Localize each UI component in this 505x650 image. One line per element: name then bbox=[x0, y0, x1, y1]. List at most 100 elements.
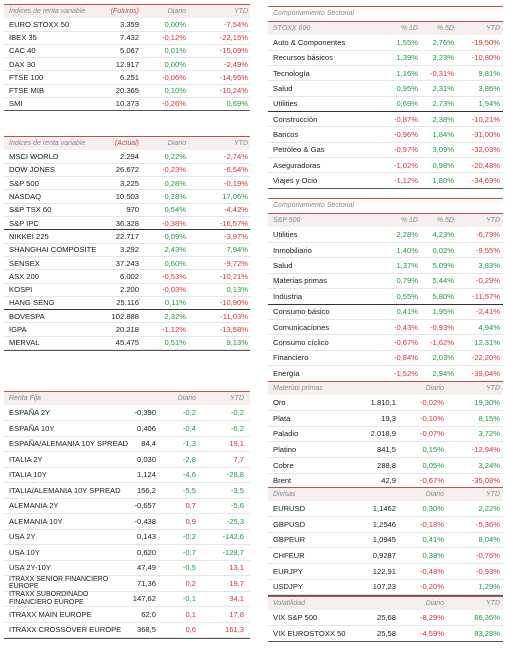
row-value: 47,49 bbox=[136, 563, 156, 573]
row-value: -4,59% bbox=[419, 628, 444, 638]
table-header: Índices de renta variable (Actual) Diario Y… bbox=[4, 136, 250, 150]
table: Divisas Diario YTD EURUSD 1,1462 0,30% 2,22% GB… bbox=[268, 487, 503, 596]
row-label: Consumo básico bbox=[273, 307, 330, 317]
row-value: 37.243 bbox=[115, 258, 139, 268]
row-value: 2,94% bbox=[432, 368, 454, 378]
table-header: STOXX 600 % 1D % 5D YTD bbox=[268, 21, 503, 35]
row-value: -0,2 bbox=[182, 408, 196, 418]
header-cell: YTD bbox=[486, 600, 500, 607]
row-value: -16,57% bbox=[219, 218, 248, 228]
table-row: ITRAXX SUBORDINADO FINANCIERO EUROPE 147,… bbox=[4, 591, 250, 607]
row-line bbox=[4, 606, 250, 607]
row-value: 2,43% bbox=[164, 245, 186, 255]
section-title: Comportamiento Sectorial bbox=[268, 6, 503, 20]
table-row: SHANGHAI COMPOSITE 3.292 2,43% 7,94% bbox=[4, 243, 250, 256]
header-cell: Divisas bbox=[273, 491, 296, 498]
row-label: Consumo cíclico bbox=[273, 337, 329, 347]
row-label: USA 10Y bbox=[9, 547, 40, 557]
table-header: Índices de renta variable (Futuros) Diario… bbox=[4, 4, 250, 18]
row-label: Salud bbox=[273, 260, 293, 270]
row-value: 84,4 bbox=[141, 439, 156, 449]
row-label: BOVESPA bbox=[9, 311, 45, 321]
row-value: -22,20% bbox=[471, 353, 500, 363]
row-value: -0,03% bbox=[161, 285, 186, 295]
row-label: KOSPI bbox=[9, 285, 33, 295]
table-row: ITALIA 10Y 1,124 -4,6 -28,8 bbox=[4, 467, 250, 483]
row-value: 1,16% bbox=[396, 68, 418, 78]
table-row: CAC 40 5.067 0,01% -15,09% bbox=[4, 44, 250, 57]
row-value: -3,97% bbox=[223, 231, 248, 241]
row-value: -12,94% bbox=[471, 445, 500, 455]
row-value: 22.717 bbox=[115, 231, 139, 241]
row-value: 0,00% bbox=[164, 59, 186, 69]
row-value: 2,38% bbox=[432, 114, 454, 124]
table: Índices de renta variable (Actual) Diario Y… bbox=[4, 136, 250, 351]
table-row: FTSE MIB 20.365 0,10% -10,24% bbox=[4, 84, 250, 97]
row-value: -10,24% bbox=[219, 86, 248, 96]
row-line bbox=[268, 241, 503, 243]
header-cell: % 5D bbox=[436, 25, 454, 32]
row-value: -0,10% bbox=[419, 413, 444, 423]
row-value: 2,32% bbox=[164, 311, 186, 321]
table-header: Renta Fija Diario YTD bbox=[4, 391, 250, 405]
row-value: -0,438 bbox=[134, 516, 156, 526]
row-value: -2,49% bbox=[223, 59, 248, 69]
row-value: -0,07% bbox=[419, 429, 444, 439]
section-title: Comportamiento Sectorial bbox=[268, 198, 503, 212]
row-line bbox=[4, 295, 250, 297]
row-value: 0,38% bbox=[422, 551, 444, 561]
row-line bbox=[4, 176, 250, 178]
row-label: ASX 200 bbox=[9, 271, 39, 281]
row-line bbox=[268, 441, 503, 443]
table-row: DOW JONES 26.672 -0,23% -6,54% bbox=[4, 163, 250, 176]
row-value: 0,9 bbox=[185, 516, 196, 526]
row-value: 25,58 bbox=[376, 628, 396, 638]
row-value: 2,03% bbox=[432, 353, 454, 363]
table-bottom bbox=[268, 641, 503, 643]
row-value: -22,15% bbox=[219, 33, 248, 43]
row-label: ITALIA 2Y bbox=[9, 454, 43, 464]
row-value: -13,58% bbox=[219, 325, 248, 335]
row-line bbox=[4, 43, 250, 45]
row-value: -11,57% bbox=[472, 291, 500, 301]
row-line bbox=[4, 621, 250, 623]
row-value: 2.200 bbox=[119, 285, 139, 295]
row-label: NIKKEI 225 bbox=[9, 231, 49, 241]
row-value: -34,69% bbox=[471, 175, 500, 185]
row-value: -0,53% bbox=[161, 271, 186, 281]
row-value: 0,69% bbox=[226, 99, 248, 109]
row-value: -0,67% bbox=[419, 476, 444, 486]
row-value: 6.251 bbox=[119, 72, 139, 82]
table-row: Materias primas 0,79% 5,44% -0,29% bbox=[268, 273, 503, 288]
row-value: 0,41% bbox=[396, 307, 418, 317]
header-cell: % 1D bbox=[400, 217, 418, 224]
row-value: -0,38% bbox=[161, 218, 186, 228]
row-line bbox=[4, 96, 250, 98]
table: Volatilidad Diario YTD VIX S&P 500 25,68 -8,2… bbox=[268, 596, 503, 643]
row-value: 3,23% bbox=[432, 53, 454, 63]
row-line bbox=[268, 49, 503, 51]
row-value: -129,7 bbox=[222, 547, 244, 557]
row-label: Utilities bbox=[273, 230, 298, 240]
row-value: 12.917 bbox=[115, 59, 139, 69]
row-label: Energía bbox=[273, 368, 300, 378]
row-line bbox=[4, 255, 250, 257]
table-row: ITALIA/ALEMANIA 10Y SPREAD 156,2 -5,5 -3,5 bbox=[4, 483, 250, 499]
row-value: -1,12% bbox=[393, 175, 418, 185]
row-line bbox=[4, 544, 250, 545]
header-cell: Materias primas bbox=[273, 385, 323, 392]
row-value: -0,87% bbox=[393, 114, 418, 124]
row-value: -0,76% bbox=[475, 551, 500, 561]
table-row: Platino 841,5 0,15% -12,94% bbox=[268, 442, 503, 458]
row-value: 0,79% bbox=[396, 276, 418, 286]
table-bottom bbox=[268, 594, 503, 596]
row-value: 17,8 bbox=[229, 609, 244, 619]
table-row: Energía -1,52% 2,94% -39,04% bbox=[268, 366, 503, 381]
group-separator bbox=[268, 303, 503, 305]
row-value: -0,12% bbox=[161, 33, 186, 43]
row-value: 368,5 bbox=[136, 625, 156, 635]
row-value: 161,3 bbox=[224, 625, 244, 635]
row-value: -1,3 bbox=[182, 439, 196, 449]
row-label: Viajes y Ocio bbox=[273, 175, 318, 185]
row-label: Materias primas bbox=[273, 276, 328, 286]
